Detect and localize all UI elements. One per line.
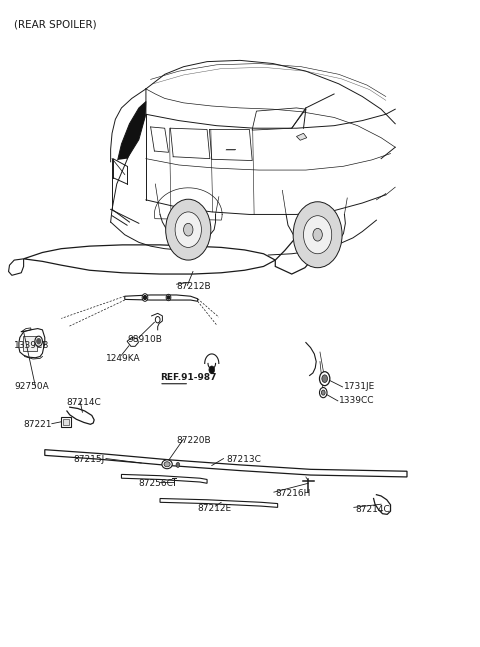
Text: 87214C: 87214C xyxy=(355,505,390,514)
Text: 87212B: 87212B xyxy=(177,282,211,291)
Text: 92750A: 92750A xyxy=(14,382,49,391)
Text: (REAR SPOILER): (REAR SPOILER) xyxy=(14,19,97,29)
Text: 1339CB: 1339CB xyxy=(14,341,49,350)
Polygon shape xyxy=(121,474,207,483)
Text: 87216H: 87216H xyxy=(275,489,311,498)
Ellipse shape xyxy=(164,462,170,466)
Polygon shape xyxy=(125,295,198,302)
Text: 98910B: 98910B xyxy=(127,335,162,344)
Circle shape xyxy=(313,228,323,241)
Circle shape xyxy=(168,296,169,299)
Circle shape xyxy=(322,390,325,395)
Circle shape xyxy=(176,463,180,467)
Text: 87215J: 87215J xyxy=(73,455,104,465)
Circle shape xyxy=(144,296,146,300)
Text: 1249KA: 1249KA xyxy=(106,354,141,363)
Circle shape xyxy=(209,366,215,373)
Polygon shape xyxy=(9,259,24,276)
Text: 87220B: 87220B xyxy=(177,435,211,444)
Circle shape xyxy=(293,202,342,268)
Bar xyxy=(63,419,69,425)
Polygon shape xyxy=(297,133,307,140)
Text: 87212E: 87212E xyxy=(198,504,232,513)
Text: 87221: 87221 xyxy=(24,421,52,430)
Polygon shape xyxy=(160,498,277,507)
Polygon shape xyxy=(127,338,138,346)
Circle shape xyxy=(35,336,42,346)
Circle shape xyxy=(320,388,327,398)
Circle shape xyxy=(166,199,211,260)
Circle shape xyxy=(175,212,202,247)
Polygon shape xyxy=(24,245,275,274)
Circle shape xyxy=(37,339,40,344)
Circle shape xyxy=(303,215,332,254)
Circle shape xyxy=(142,294,148,302)
Circle shape xyxy=(166,294,171,301)
Text: 87213C: 87213C xyxy=(226,455,261,465)
Text: 1339CC: 1339CC xyxy=(339,397,374,406)
Bar xyxy=(61,417,71,427)
Circle shape xyxy=(183,223,193,236)
Circle shape xyxy=(322,375,327,382)
Polygon shape xyxy=(19,329,45,358)
Bar xyxy=(23,336,37,351)
Polygon shape xyxy=(45,450,407,477)
Text: 87214C: 87214C xyxy=(66,398,101,406)
Polygon shape xyxy=(118,102,146,160)
Circle shape xyxy=(156,316,160,323)
Circle shape xyxy=(320,371,330,386)
Polygon shape xyxy=(275,222,324,274)
Text: REF.91-987: REF.91-987 xyxy=(160,373,216,382)
Ellipse shape xyxy=(162,460,172,468)
Text: 87256C: 87256C xyxy=(139,479,174,488)
Text: 1731JE: 1731JE xyxy=(344,382,375,391)
